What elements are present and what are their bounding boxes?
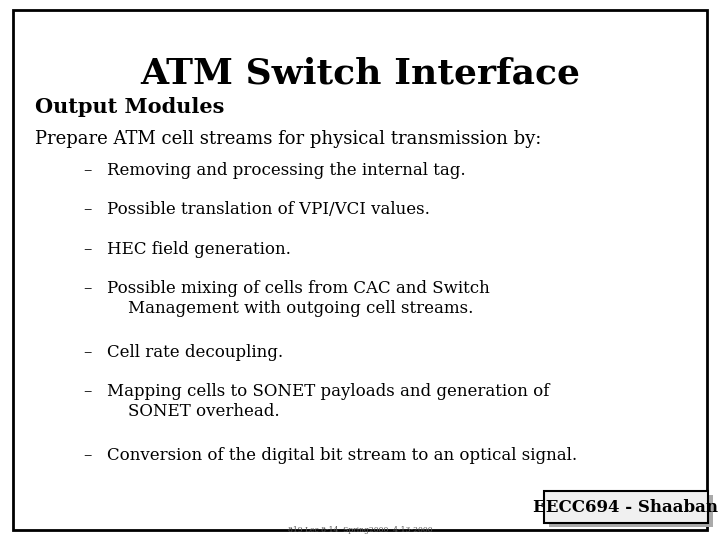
Text: –: – (83, 447, 91, 464)
Text: Output Modules: Output Modules (35, 97, 224, 117)
Text: Conversion of the digital bit stream to an optical signal.: Conversion of the digital bit stream to … (107, 447, 577, 464)
Text: –: – (83, 383, 91, 400)
Text: Possible translation of VPI/VCI values.: Possible translation of VPI/VCI values. (107, 201, 429, 218)
Text: Removing and processing the internal tag.: Removing and processing the internal tag… (107, 162, 465, 179)
Text: Cell rate decoupling.: Cell rate decoupling. (107, 344, 283, 361)
Text: Mapping cells to SONET payloads and generation of
    SONET overhead.: Mapping cells to SONET payloads and gene… (107, 383, 549, 420)
Text: –: – (83, 201, 91, 218)
Text: –: – (83, 241, 91, 258)
Text: –: – (83, 280, 91, 297)
Text: Possible mixing of cells from CAC and Switch
    Management with outgoing cell s: Possible mixing of cells from CAC and Sw… (107, 280, 490, 317)
Text: HEC field generation.: HEC field generation. (107, 241, 290, 258)
Text: 819 Lec 8-14  Spring2000  4-13-2000: 819 Lec 8-14 Spring2000 4-13-2000 (288, 525, 432, 534)
Text: Prepare ATM cell streams for physical transmission by:: Prepare ATM cell streams for physical tr… (35, 130, 541, 147)
Text: –: – (83, 162, 91, 179)
Text: ATM Switch Interface: ATM Switch Interface (140, 57, 580, 91)
Text: EECC694 - Shaaban: EECC694 - Shaaban (534, 498, 718, 516)
Text: –: – (83, 344, 91, 361)
